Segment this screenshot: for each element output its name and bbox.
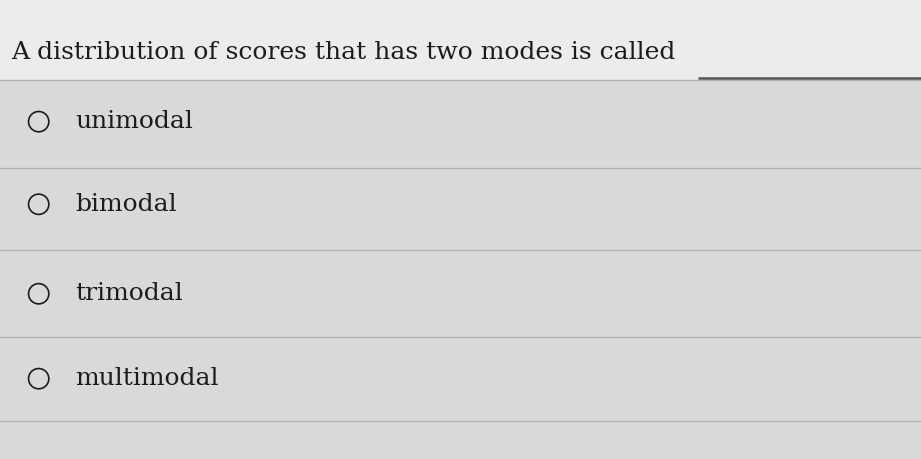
Text: bimodal: bimodal — [76, 193, 177, 216]
Bar — [0, 0, 921, 80]
Bar — [0, 80, 921, 459]
Text: A distribution of scores that has two modes is called: A distribution of scores that has two mo… — [11, 41, 675, 64]
Text: trimodal: trimodal — [76, 282, 183, 305]
Text: multimodal: multimodal — [76, 367, 219, 390]
Text: unimodal: unimodal — [76, 110, 193, 133]
